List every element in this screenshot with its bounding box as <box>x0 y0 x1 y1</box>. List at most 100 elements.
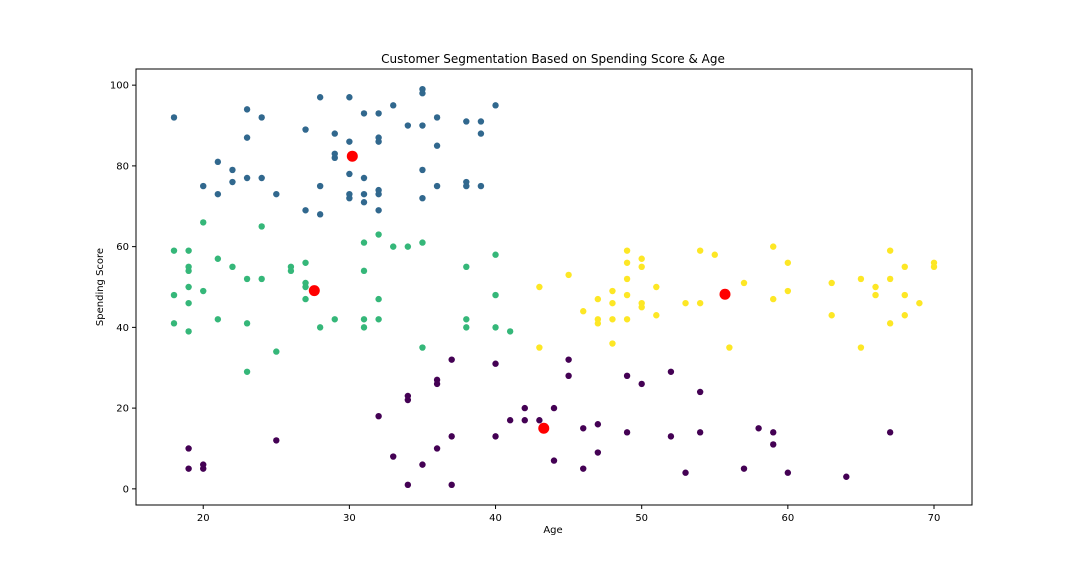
cluster-1-point <box>243 134 251 141</box>
cluster-1-point <box>433 114 441 121</box>
cluster-2-point <box>360 239 368 246</box>
cluster-3-point <box>828 279 835 287</box>
cluster-0-point <box>638 380 645 388</box>
cluster-3-point <box>901 263 908 271</box>
cluster-0-point <box>623 372 631 380</box>
cluster-3-point <box>623 316 631 323</box>
cluster-1-point <box>375 138 382 145</box>
cluster-1-point <box>258 174 265 182</box>
cluster-2-point <box>185 328 192 335</box>
cluster-2-point <box>273 348 280 355</box>
x-tick-label: 20 <box>197 513 210 524</box>
cluster-1-point <box>419 90 426 97</box>
cluster-2-point <box>360 267 368 275</box>
cluster-2-point <box>185 283 192 291</box>
cluster-0-point <box>404 481 412 489</box>
y-tick-label: 60 <box>116 242 129 253</box>
cluster-1-point <box>346 94 353 101</box>
cluster-1-point <box>360 199 368 206</box>
cluster-2-point <box>360 316 368 323</box>
cluster-2-point <box>200 287 207 295</box>
cluster-1-point <box>375 207 382 214</box>
cluster-2-point <box>375 231 382 238</box>
cluster-3-point <box>784 287 792 295</box>
cluster-1-point <box>331 130 338 137</box>
cluster-3-point <box>916 299 923 307</box>
cluster-0-point <box>419 461 426 468</box>
cluster-2-point <box>390 243 397 250</box>
cluster-2-point <box>506 328 514 335</box>
cluster-1-point <box>346 138 353 145</box>
cluster-3-point <box>901 291 908 299</box>
cluster-1-point <box>404 122 412 129</box>
cluster-1-point <box>316 94 324 101</box>
cluster-0-point <box>770 429 777 436</box>
cluster-0-point <box>448 433 455 440</box>
cluster-3-point <box>857 275 865 283</box>
x-tick-label: 60 <box>781 513 794 524</box>
cluster-3-point <box>696 247 704 254</box>
cluster-2-point <box>185 267 192 275</box>
x-tick-label: 50 <box>635 513 648 524</box>
cluster-1-point <box>214 158 222 166</box>
cluster-0-point <box>886 429 894 436</box>
cluster-3-point <box>770 243 777 250</box>
cluster-3-point <box>638 303 645 311</box>
centroid-point <box>538 422 550 434</box>
cluster-1-point <box>316 182 324 190</box>
cluster-0-point <box>784 469 792 476</box>
cluster-1-point <box>200 182 207 190</box>
cluster-2-point <box>185 247 192 254</box>
cluster-2-point <box>200 219 207 226</box>
cluster-1-point <box>419 166 426 174</box>
cluster-2-point <box>419 344 426 351</box>
cluster-2-point <box>302 283 309 291</box>
cluster-2-point <box>170 291 178 299</box>
cluster-1-point <box>360 190 368 198</box>
cluster-2-point <box>331 316 338 323</box>
cluster-0-point <box>273 437 280 444</box>
cluster-0-point <box>667 368 675 375</box>
cluster-2-point <box>214 255 222 262</box>
cluster-1-point <box>229 178 236 186</box>
y-axis-label: Spending Score <box>95 248 106 326</box>
cluster-3-point <box>623 247 631 254</box>
cluster-0-point <box>843 473 850 480</box>
cluster-0-point <box>200 465 207 472</box>
cluster-1-point <box>243 106 251 113</box>
cluster-0-point <box>770 441 777 448</box>
x-axis-ticks: 20 30 40 50 60 70 <box>197 505 940 524</box>
cluster-2-point <box>404 243 412 250</box>
x-tick-label: 30 <box>343 513 356 524</box>
cluster-1-point <box>419 194 426 202</box>
cluster-3-point <box>886 275 894 283</box>
y-tick-label: 20 <box>116 404 129 415</box>
cluster-1-point <box>331 154 338 162</box>
cluster-2-point <box>492 324 499 331</box>
cluster-1-point <box>375 190 382 198</box>
data-points <box>170 85 938 489</box>
cluster-1-point <box>375 110 382 117</box>
cluster-1-point <box>229 166 236 174</box>
cluster-0-point <box>623 429 631 436</box>
cluster-3-point <box>784 259 792 266</box>
cluster-2-point <box>258 223 265 230</box>
cluster-3-point <box>886 247 894 254</box>
cluster-0-point <box>696 429 704 436</box>
cluster-2-point <box>170 320 178 327</box>
cluster-1-point <box>214 190 222 198</box>
cluster-0-point <box>185 465 192 472</box>
cluster-0-point <box>594 421 602 428</box>
cluster-2-point <box>185 299 192 307</box>
cluster-1-point <box>170 114 178 121</box>
cluster-2-point <box>375 316 382 323</box>
cluster-1-point <box>346 170 353 178</box>
cluster-3-point <box>696 299 704 307</box>
cluster-3-point <box>609 299 616 307</box>
cluster-1-point <box>492 102 499 109</box>
cluster-1-point <box>243 174 251 182</box>
cluster-2-point <box>419 239 426 246</box>
cluster-3-point <box>580 308 587 315</box>
y-tick-label: 40 <box>116 323 129 334</box>
